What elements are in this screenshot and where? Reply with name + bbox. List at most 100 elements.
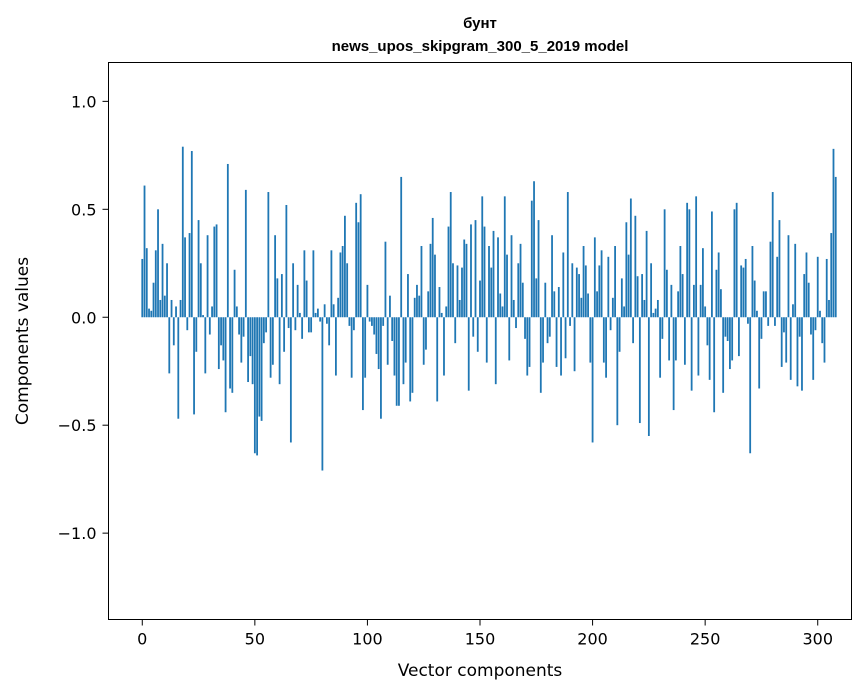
bar-228	[654, 308, 657, 318]
bar-157	[494, 317, 497, 385]
bar-17	[179, 299, 182, 318]
bar-279	[769, 241, 772, 318]
x-tick-label-50: 50	[245, 630, 265, 649]
bar-127	[427, 291, 430, 318]
bar-125	[422, 317, 425, 365]
y-tick-label-3: 0.5	[71, 200, 96, 219]
x-tick-label-250: 250	[690, 630, 721, 649]
bar-288	[789, 317, 792, 380]
bar-23	[193, 317, 195, 415]
bar-113	[395, 317, 398, 406]
bar-181	[548, 317, 551, 337]
bar-156	[492, 230, 495, 318]
bar-38	[226, 163, 229, 318]
bar-280	[771, 192, 774, 318]
bar-307	[832, 148, 835, 318]
bar-128	[429, 243, 432, 318]
bar-169	[521, 282, 524, 318]
bar-299	[814, 317, 817, 331]
bar-182	[551, 235, 553, 318]
bar-94	[353, 317, 355, 331]
bar-259	[724, 317, 727, 337]
bar-295	[805, 252, 808, 318]
bar-213	[620, 278, 623, 318]
bar-271	[751, 246, 754, 318]
bar-268	[744, 258, 747, 318]
bar-37	[224, 317, 227, 413]
bar-51	[256, 317, 258, 456]
bar-series	[141, 146, 837, 471]
bar-34	[217, 317, 220, 370]
bar-1	[143, 185, 146, 318]
bar-291	[796, 317, 799, 387]
bar-294	[803, 274, 806, 318]
bar-106	[380, 317, 382, 419]
bar-270	[749, 317, 752, 454]
bar-168	[519, 243, 522, 318]
bar-195	[580, 297, 583, 318]
bar-90	[344, 215, 346, 318]
bar-233	[665, 269, 668, 318]
bar-225	[647, 317, 650, 436]
bar-202	[596, 291, 598, 318]
bar-74	[307, 317, 310, 333]
bar-20	[186, 317, 189, 331]
bar-138	[452, 263, 454, 318]
bar-124	[420, 246, 423, 318]
bar-104	[375, 317, 378, 354]
bar-120	[411, 317, 414, 393]
bar-9	[161, 243, 164, 318]
bar-265	[738, 317, 740, 357]
bar-197	[584, 265, 587, 318]
bar-302	[821, 317, 824, 344]
bar-58	[271, 317, 274, 365]
bar-155	[490, 267, 493, 318]
bar-30	[208, 317, 211, 335]
bar-78	[316, 308, 319, 318]
bar-0	[141, 258, 144, 318]
bar-224	[645, 230, 648, 318]
bar-4	[150, 310, 153, 318]
bar-230	[659, 317, 662, 378]
bar-89	[341, 246, 344, 318]
bar-162	[506, 254, 508, 318]
bar-144	[465, 243, 468, 318]
bar-236	[672, 317, 675, 411]
bar-227	[652, 312, 655, 318]
bar-135	[445, 306, 448, 318]
bar-175	[535, 278, 538, 318]
bar-111	[391, 317, 394, 341]
bar-282	[776, 256, 779, 318]
bar-77	[314, 312, 317, 318]
bar-303	[823, 317, 826, 363]
bar-244	[690, 317, 693, 391]
bar-281	[774, 317, 776, 326]
bar-208	[609, 317, 612, 331]
bar-32	[213, 226, 216, 318]
bar-56	[267, 192, 270, 318]
bar-137	[449, 192, 452, 318]
bar-252	[708, 317, 711, 380]
bar-177	[539, 317, 542, 393]
bar-80	[321, 317, 324, 471]
bar-27	[202, 315, 204, 318]
chart-subtitle: news_upos_skipgram_300_5_2019 model	[332, 38, 629, 55]
bar-41	[233, 269, 236, 318]
bar-216	[627, 254, 630, 318]
bar-180	[546, 317, 549, 344]
bar-194	[578, 274, 580, 318]
bar-150	[479, 280, 481, 318]
bar-249	[702, 248, 704, 318]
bar-54	[262, 317, 265, 344]
bar-131	[436, 317, 439, 402]
bar-296	[807, 282, 810, 318]
bar-33	[215, 224, 218, 318]
bar-149	[476, 317, 479, 352]
bar-3	[148, 308, 150, 318]
bar-21	[188, 233, 191, 318]
bar-60	[276, 278, 279, 318]
bar-123	[418, 295, 421, 318]
bar-170	[524, 317, 526, 339]
bar-223	[643, 299, 646, 318]
bar-220	[636, 276, 639, 318]
